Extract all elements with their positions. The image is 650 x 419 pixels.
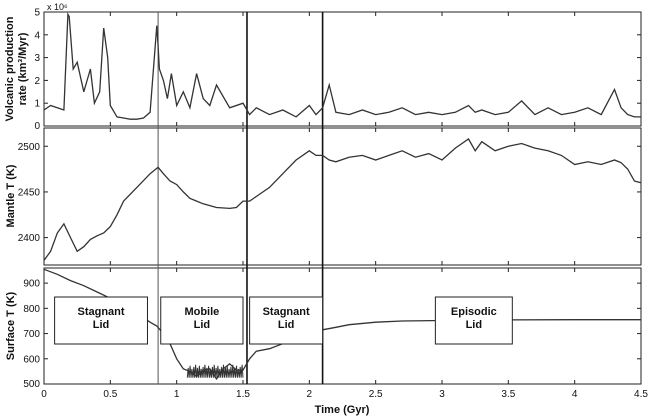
x-tick-label: 1 xyxy=(174,389,180,400)
region-box xyxy=(54,296,148,345)
surface-temperature-oscillation xyxy=(186,364,244,378)
y-tick-label: 1 xyxy=(34,99,40,110)
y-tick-label: 2400 xyxy=(18,233,41,244)
x-tick-label: 0 xyxy=(41,389,47,400)
top-ylabel-line1: Volcanic production xyxy=(4,16,16,121)
x-tick-label: 2 xyxy=(307,389,313,400)
y-tick-label: 900 xyxy=(23,279,40,290)
series-line-panel-0 xyxy=(43,11,641,120)
x-tick-label: 3.5 xyxy=(501,389,515,400)
x-tick-label: 4 xyxy=(572,389,578,400)
ticks-layer: 0 1 2 3 4 5 2400 2450 2500 500 600 700 800 900 0 0.5 1 1.… xyxy=(18,8,649,401)
top-y-multiplier: x 10⁶ xyxy=(47,2,68,12)
region-label-line1: Stagnant xyxy=(78,306,125,318)
region-box xyxy=(434,296,513,345)
y-tick-label: 2500 xyxy=(18,142,41,153)
bottom-panel-frame xyxy=(43,267,642,385)
y-tick-label: 700 xyxy=(23,329,40,340)
y-tick-label: 4 xyxy=(34,30,40,41)
y-tick-label: 800 xyxy=(23,304,40,315)
region-label-line2: Lid xyxy=(278,319,295,331)
region-box xyxy=(160,296,244,345)
y-tick-label: 2450 xyxy=(18,187,41,198)
region-label-line2: Lid xyxy=(194,319,211,331)
region-label-line1: Stagnant xyxy=(263,306,310,318)
region-label-line2: Lid xyxy=(466,319,483,331)
region-box xyxy=(249,296,324,345)
y-tick-label: 0 xyxy=(34,121,40,132)
y-tick-label: 500 xyxy=(23,379,40,390)
region-label-line1: Episodic xyxy=(451,306,497,318)
x-axis-label: Time (Gyr) xyxy=(315,404,370,416)
middle-ylabel: Mantle T (K) xyxy=(5,164,17,227)
region-boxes: StagnantLidMobileLidStagnantLidEpisodicL… xyxy=(54,296,513,345)
x-tick-label: 0.5 xyxy=(103,389,117,400)
y-tick-label: 2 xyxy=(34,76,40,87)
x-tick-label: 3 xyxy=(439,389,445,400)
y-tick-label: 600 xyxy=(23,354,40,365)
x-tick-label: 2.5 xyxy=(369,389,383,400)
y-tick-label: 5 xyxy=(34,8,40,19)
x-tick-label: 1.5 xyxy=(236,389,250,400)
region-label-line2: Lid xyxy=(93,319,110,331)
bottom-ylabel: Surface T (K) xyxy=(5,291,17,360)
y-tick-label: 3 xyxy=(34,53,40,64)
middle-panel-frame xyxy=(43,127,642,266)
top-panel-frame xyxy=(43,11,642,127)
x-tick-label: 4.5 xyxy=(634,389,648,400)
region-label-line1: Mobile xyxy=(184,306,219,318)
top-ylabel-line2: rate (km³/Myr) xyxy=(17,32,29,105)
series-line-panel-1 xyxy=(43,138,642,261)
